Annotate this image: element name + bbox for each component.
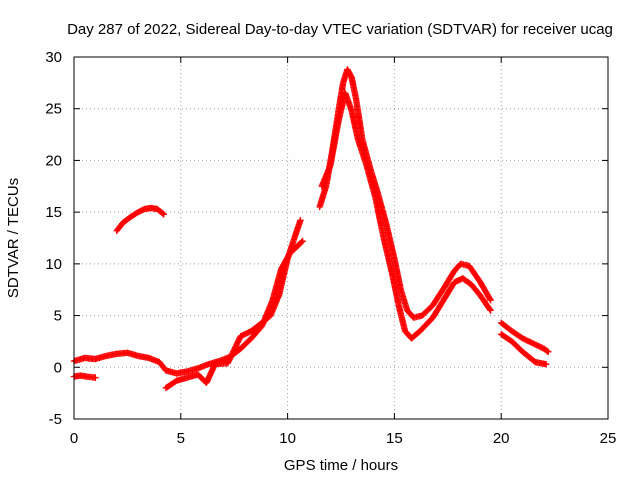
data-point — [298, 238, 305, 246]
data-point — [542, 360, 550, 368]
series-track-g — [498, 319, 552, 355]
chart-title: Day 287 of 2022, Sidereal Day-to-day VTE… — [67, 21, 613, 38]
data-point — [486, 306, 493, 313]
x-tick-label: 25 — [600, 430, 617, 447]
x-tick-label: 15 — [386, 430, 403, 447]
axis-tick-labels: 0 5 10 15 20 25 -5 0 5 10 15 20 25 30 — [45, 49, 616, 447]
y-axis-label: SDTVAR / TECUs — [5, 178, 22, 298]
y-tick-label: 20 — [45, 152, 62, 169]
x-tick-label: 5 — [177, 430, 185, 447]
y-tick-label: 15 — [45, 204, 62, 221]
data-point — [159, 210, 166, 217]
series-track-b — [70, 372, 99, 381]
y-tick-label: 0 — [54, 359, 62, 376]
data-point — [92, 374, 99, 381]
x-axis-label: GPS time / hours — [284, 457, 398, 474]
x-tick-label: 10 — [279, 430, 296, 447]
x-tick-label: 0 — [70, 430, 78, 447]
y-tick-label: -5 — [49, 411, 62, 428]
x-tick-label: 20 — [493, 430, 510, 447]
y-tick-label: 30 — [45, 49, 62, 66]
data-point — [543, 347, 551, 355]
data-points — [70, 66, 552, 392]
series-track-c — [113, 204, 167, 234]
data-point — [297, 217, 304, 224]
series-track-h — [498, 330, 550, 368]
data-point — [486, 295, 494, 303]
y-tick-label: 10 — [45, 256, 62, 273]
plot-frame — [73, 56, 609, 420]
series-track-d — [162, 217, 304, 392]
data-point — [160, 211, 167, 218]
data-point — [487, 296, 494, 304]
data-point — [544, 348, 552, 355]
data-point — [299, 237, 306, 245]
data-point — [487, 307, 494, 314]
grid-lines — [74, 57, 608, 419]
y-tick-label: 5 — [54, 308, 62, 325]
y-tick-label: 25 — [45, 101, 62, 118]
series-track-f — [318, 90, 494, 342]
